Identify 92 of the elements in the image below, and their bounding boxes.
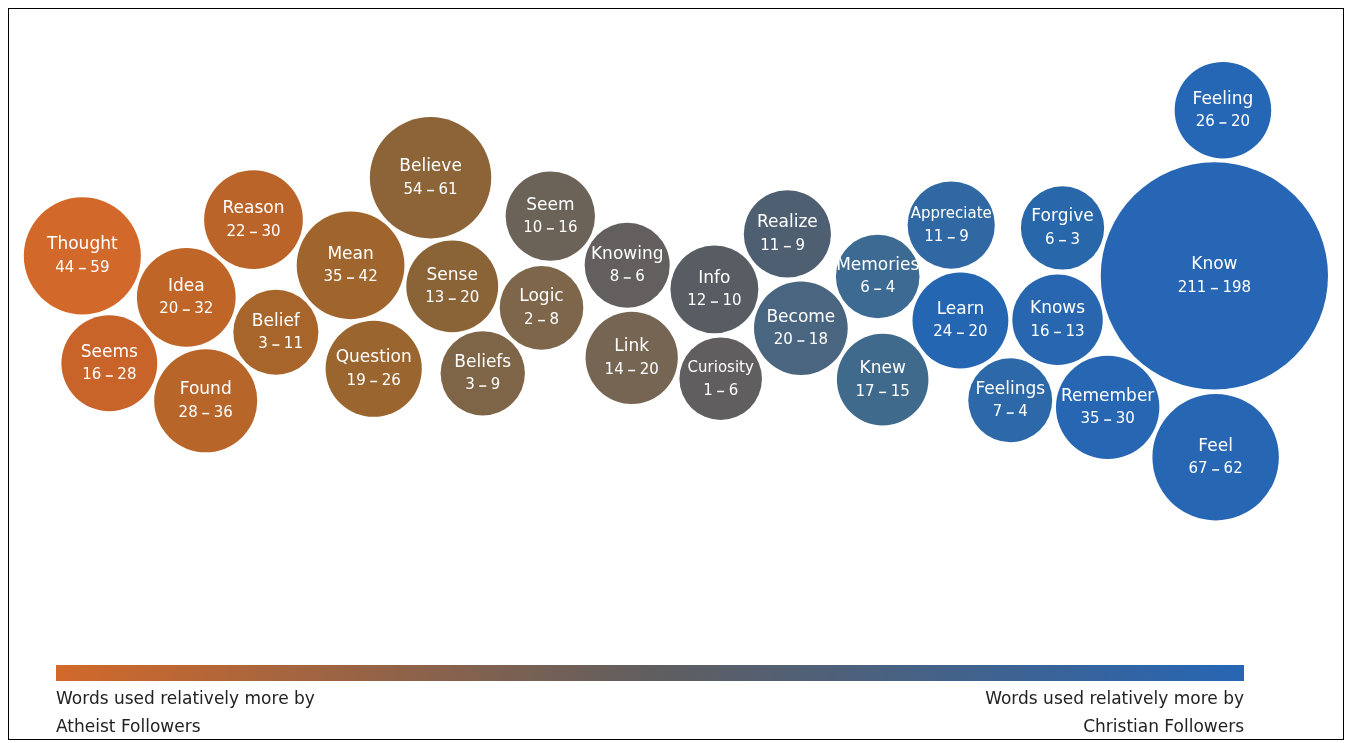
category-label: Feel — [1198, 434, 1233, 455]
category-label: Link — [614, 335, 650, 356]
category-label: Found — [179, 378, 232, 399]
data-label: 20 — [159, 299, 179, 318]
data-label: 3 — [258, 334, 268, 353]
data-label: 198 — [1222, 277, 1252, 296]
data-label: 6 — [728, 380, 739, 399]
data-label: 24 — [933, 322, 953, 341]
data-label: 9 — [490, 375, 501, 394]
data-label: 6 — [1044, 229, 1055, 248]
data-label: 6 — [860, 278, 870, 297]
data-label: 54 — [403, 179, 423, 198]
data-label: 20 — [639, 359, 659, 378]
category-label: Mean — [327, 242, 374, 263]
data-label: 26 — [1195, 112, 1215, 131]
text: Words used relatively more by Atheist Followers — [56, 687, 316, 738]
data-label: 20 — [968, 322, 988, 341]
data-label: 44 — [55, 257, 75, 276]
data-label: 15 — [890, 381, 910, 400]
data-label: 26 — [381, 370, 401, 389]
category-label: Memories — [836, 253, 920, 274]
data-label: 1 — [703, 380, 713, 399]
category-label: Reason — [222, 197, 285, 218]
data-label: 42 — [358, 267, 378, 286]
category-label: Info — [698, 266, 731, 287]
data-label: 35 — [1080, 409, 1100, 428]
category-label: Knows — [1030, 297, 1086, 318]
data-label: 16 — [1030, 321, 1050, 340]
data-label: 30 — [261, 221, 281, 240]
data-label: 2 — [523, 309, 534, 328]
data-label: 4 — [885, 278, 896, 297]
category-label: Appreciate — [910, 203, 992, 222]
category-label: Belief — [251, 309, 301, 330]
data-label: 13 — [425, 288, 445, 307]
category-label: Believe — [399, 155, 462, 176]
data-label: 32 — [194, 299, 214, 318]
data-label: 9 — [795, 235, 805, 254]
data-label: 211 — [1177, 277, 1207, 296]
data-label: 11 — [283, 334, 303, 353]
data-label: 13 — [1065, 321, 1085, 340]
category-label: Question — [335, 346, 412, 367]
data-label: 36 — [213, 402, 233, 421]
category-label: Feeling — [1192, 87, 1254, 108]
data-label: 8 — [549, 309, 560, 328]
category-label: Curiosity — [687, 357, 754, 376]
category-label: Logic — [519, 285, 564, 306]
data-label: 20 — [1230, 112, 1251, 131]
category-label: Forgive — [1031, 205, 1094, 226]
category-label: Know — [1191, 253, 1238, 274]
category-label: Sense — [426, 263, 478, 284]
data-label: 3 — [465, 375, 475, 394]
category-label: Seem — [526, 193, 575, 214]
category-label: Thought — [46, 233, 118, 254]
data-label: 62 — [1223, 459, 1243, 478]
data-label: 20 — [773, 330, 793, 349]
data-label: 59 — [90, 257, 110, 276]
category-label: Realize — [757, 211, 818, 232]
data-label: 35 — [323, 267, 343, 286]
category-label: Become — [766, 305, 836, 326]
data-label: 20 — [460, 288, 480, 307]
data-label: 28 — [117, 365, 137, 384]
category-label: Knew — [859, 357, 906, 378]
data-label: 10 — [523, 218, 543, 237]
category-label: Beliefs — [454, 350, 512, 371]
category-label: Feelings — [975, 377, 1046, 398]
data-label: 11 — [924, 226, 944, 245]
data-label: 11 — [760, 235, 780, 254]
data-label: 9 — [959, 226, 969, 245]
data-label: 19 — [346, 370, 366, 389]
data-label: 10 — [722, 291, 742, 310]
data-label: 67 — [1188, 459, 1208, 478]
data-label: 61 — [438, 179, 458, 198]
data-label: 4 — [1018, 402, 1028, 421]
data-label: 16 — [82, 365, 102, 384]
data-label: 14 — [604, 359, 624, 378]
data-label: 17 — [855, 381, 875, 400]
data-label: 30 — [1115, 409, 1135, 428]
data-label: 8 — [609, 267, 620, 286]
category-label: Remember — [1061, 384, 1155, 405]
data-label: 7 — [992, 402, 1003, 421]
data-label: 28 — [178, 402, 198, 421]
category-label: Seems — [80, 340, 139, 361]
data-label: 6 — [635, 267, 645, 286]
data-label: 22 — [226, 221, 246, 240]
data-label: 18 — [808, 330, 828, 349]
data-label: 12 — [687, 291, 707, 310]
data-label: 3 — [1070, 229, 1081, 248]
data-label: 16 — [558, 218, 578, 237]
text: Words used relatively more by Christian Followers — [984, 687, 1244, 738]
category-label: Learn — [936, 297, 985, 318]
category-label: Knowing — [590, 242, 664, 263]
category-label: Idea — [167, 274, 205, 295]
